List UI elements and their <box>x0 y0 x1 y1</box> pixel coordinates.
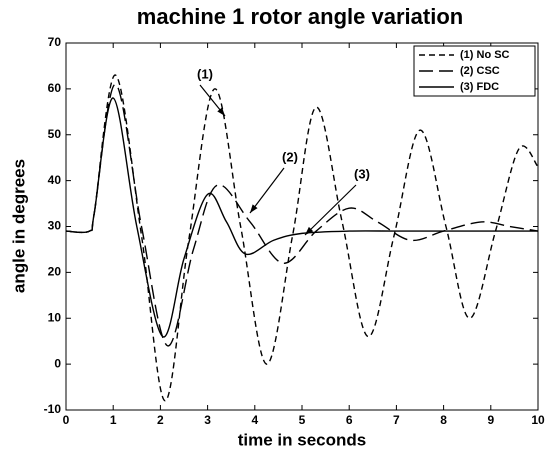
y-tick-label: 60 <box>48 81 62 95</box>
x-tick-label: 0 <box>63 413 70 427</box>
series-line <box>65 97 538 338</box>
x-tick-label: 6 <box>346 413 353 427</box>
annotation-arrow <box>304 184 357 236</box>
arrow-head <box>305 226 314 235</box>
legend-label: (1) No SC <box>460 49 510 61</box>
x-tick-label: 5 <box>299 413 306 427</box>
x-tick-label: 4 <box>251 413 258 427</box>
y-tick-label: 70 <box>48 35 62 49</box>
x-tick-label: 1 <box>110 413 117 427</box>
annotation: (3) <box>354 166 370 181</box>
y-tick-label: 20 <box>48 265 62 279</box>
x-tick-label: 8 <box>440 413 447 427</box>
y-axis-label: angle in degrees <box>9 159 28 293</box>
y-tick-label: 50 <box>48 127 62 141</box>
legend-label: (2) CSC <box>460 65 500 77</box>
annotation: (1) <box>197 66 213 81</box>
y-tick-label: 40 <box>48 173 62 187</box>
legend-label: (3) FDC <box>460 81 499 93</box>
x-tick-label: 10 <box>531 413 545 427</box>
series-line <box>65 83 539 347</box>
y-tick-label: -10 <box>44 402 62 416</box>
annotation: (2) <box>282 149 298 164</box>
x-tick-label: 2 <box>157 413 164 427</box>
x-tick-label: 3 <box>204 413 211 427</box>
arrow-head <box>217 107 225 116</box>
arrow-head <box>250 204 258 213</box>
chart-title: machine 1 rotor angle variation <box>137 4 463 29</box>
y-tick-label: 10 <box>48 310 62 324</box>
annotation-arrow <box>249 167 285 214</box>
y-tick-label: 30 <box>48 219 62 233</box>
x-tick-label: 9 <box>487 413 494 427</box>
x-tick-label: 7 <box>393 413 400 427</box>
y-tick-label: 0 <box>54 356 61 370</box>
series-line <box>65 74 539 402</box>
x-axis-label: time in seconds <box>238 430 366 449</box>
